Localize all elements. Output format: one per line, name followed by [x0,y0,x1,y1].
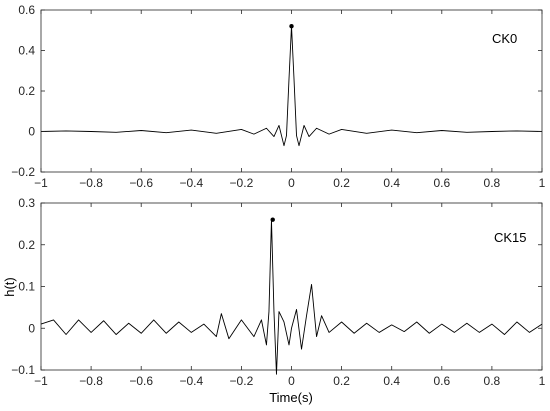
bottom-y-tick-label: 0.2 [18,238,35,252]
top-x-tick-label: 0.2 [333,176,350,190]
top-x-tick-label: −0.8 [79,176,103,190]
top-x-tick-label: 0.8 [484,176,501,190]
top-y-ticks: −0.2 0 0.2 0.4 0.6 [11,3,542,179]
top-plot-panel: −1 −0.8 −0.6 −0.4 −0.2 0 0.2 0.4 0.6 0.8 1 −0.2 0 0.… [11,3,545,190]
bottom-x-tick-label: −0.8 [79,374,103,388]
top-x-tick-label: 0 [288,176,295,190]
top-x-tick-label: −1 [34,176,48,190]
top-x-ticks: −1 −0.8 −0.6 −0.4 −0.2 0 0.2 0.4 0.6 0.8 1 [34,10,546,190]
bottom-x-tick-label: 0.2 [333,374,350,388]
bottom-y-tick-label: 0.3 [18,196,35,210]
bottom-y-tick-label: −0.1 [11,363,35,377]
bottom-x-tick-label: 0.6 [433,374,450,388]
top-x-tick-label: −0.6 [129,176,153,190]
top-x-tick-label: 0.6 [433,176,450,190]
bottom-series-group [40,217,543,375]
bottom-plot-frame [40,202,543,371]
top-y-tick-label: −0.2 [11,165,35,179]
top-series-line-0 [40,25,543,147]
bottom-x-tick-label: 0.4 [383,374,400,388]
bottom-peak-marker [270,217,275,222]
bottom-y-ticks: −0.1 0 0.1 0.2 0.3 [11,196,542,377]
bottom-legend-label: CK15 [494,230,527,245]
top-y-tick-label: 0.4 [18,44,35,58]
bottom-x-tick-label: −0.2 [230,374,254,388]
top-legend-label: CK0 [492,31,517,46]
top-x-tick-label: 0.4 [383,176,400,190]
top-series-group [40,24,543,147]
bottom-series-line-0 [40,219,543,375]
top-peak-marker [289,24,294,29]
bottom-x-ticks: −1 −0.8 −0.6 −0.4 −0.2 0 0.2 0.4 0.6 0.8 1 [34,203,546,388]
bottom-x-tick-label: 1 [539,374,546,388]
top-x-tick-label: −0.2 [230,176,254,190]
bottom-x-tick-label: −0.4 [179,374,203,388]
bottom-x-tick-label: 0 [288,374,295,388]
bottom-plot-panel: −1 −0.8 −0.6 −0.4 −0.2 0 0.2 0.4 0.6 0.8 1 −0.1 0 0.… [11,196,545,388]
bottom-y-tick-label: 0 [28,321,35,335]
x-axis-label: Time(s) [269,390,313,405]
y-axis-label: h(t) [2,277,17,297]
bottom-y-tick-label: 0.1 [18,280,35,294]
bottom-x-tick-label: 0.8 [484,374,501,388]
bottom-x-tick-label: −0.6 [129,374,153,388]
top-y-tick-label: 0.6 [18,3,35,17]
bottom-x-tick-label: −1 [34,374,48,388]
top-y-tick-label: 0 [28,125,35,139]
top-x-tick-label: 1 [539,176,546,190]
top-x-tick-label: −0.4 [179,176,203,190]
top-y-tick-label: 0.2 [18,84,35,98]
